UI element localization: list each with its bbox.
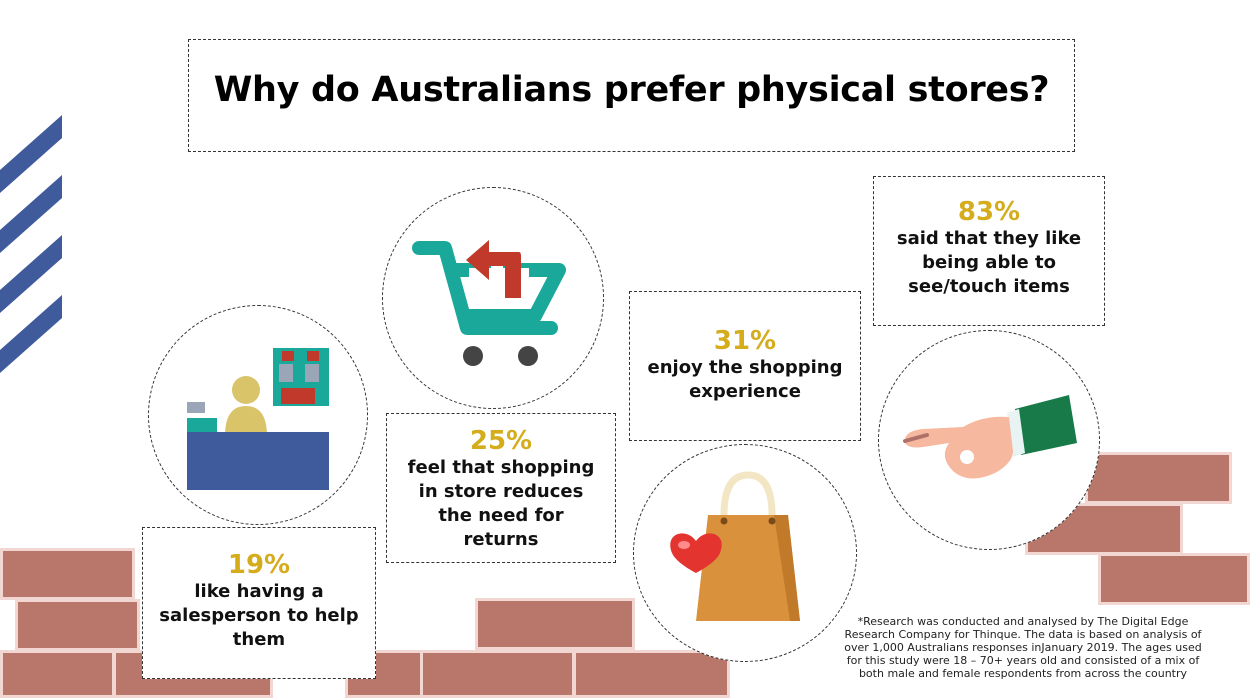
title-box: Why do Australians prefer physical store… [188, 39, 1075, 152]
salesperson-counter-icon [187, 348, 329, 490]
shopping-bag-heart-icon [670, 471, 800, 621]
stat-percent: 83% [957, 197, 1021, 227]
stat-percent: 25% [469, 426, 533, 456]
circle-salesperson [148, 305, 368, 525]
stat-text: feel that shopping in store reduces the … [407, 457, 595, 550]
stat-text: enjoy the shopping experience [647, 357, 843, 402]
circle-hand [878, 330, 1100, 550]
cart-return-icon [412, 240, 566, 366]
stat-text: like having a salesperson to help them [159, 581, 359, 650]
hand-touch-icon [903, 395, 1077, 479]
stripes-decoration [0, 115, 62, 373]
stat-box-19: 19% like having a salesperson to help th… [142, 527, 376, 679]
stat-percent: 19% [227, 550, 291, 580]
circle-cart [382, 187, 604, 409]
circle-bag [633, 444, 857, 662]
stat-box-31: 31% enjoy the shopping experience [629, 291, 861, 441]
stat-box-25: 25% feel that shopping in store reduces … [386, 413, 616, 563]
stat-percent: 31% [713, 326, 777, 356]
page-title: Why do Australians prefer physical store… [213, 70, 1050, 110]
stat-box-83: 83% said that they like being able to se… [873, 176, 1105, 326]
research-footnote: *Research was conducted and analysed by … [844, 615, 1202, 680]
stat-text: said that they like being able to see/to… [896, 228, 1082, 297]
